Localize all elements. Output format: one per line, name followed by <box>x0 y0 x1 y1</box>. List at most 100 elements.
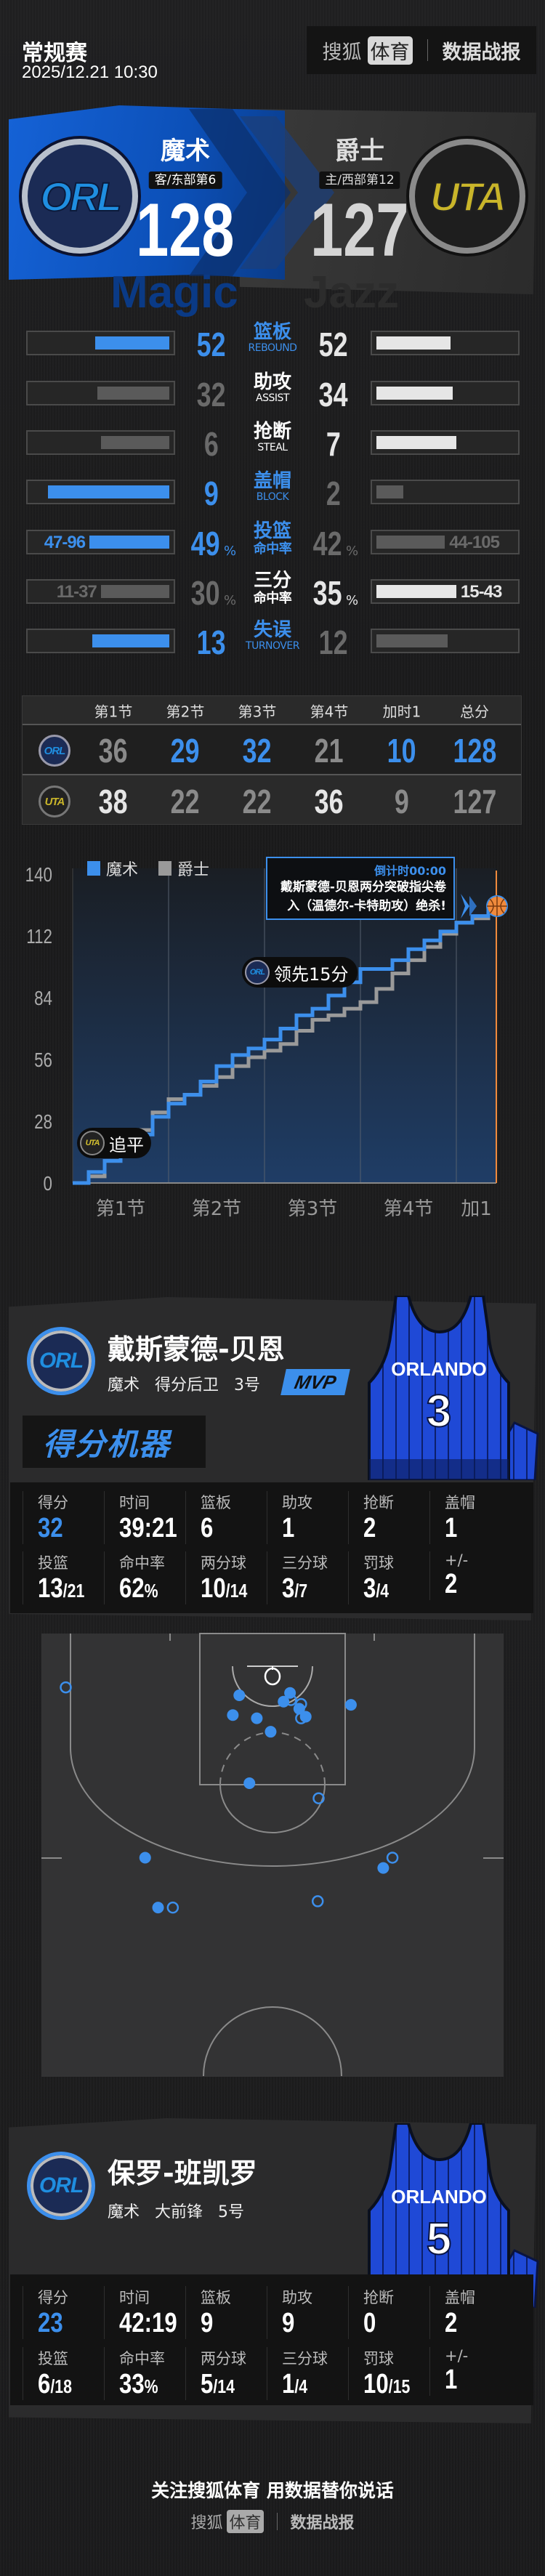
stat-row: 11-37 15-43 30% 35% 三分 命中率 <box>0 570 545 612</box>
player-stat-label: 抢断 <box>363 1494 394 1511</box>
y-tick-label: 84 <box>34 988 52 1010</box>
player-stat-value: 9 <box>282 2308 336 2339</box>
basketball-icon-lines <box>487 896 507 916</box>
mvp-badge-text: MVP <box>292 1370 339 1393</box>
player-stat-cell: 时间 42:19 <box>104 2286 185 2339</box>
player-stat-cell: 得分 32 <box>23 1491 104 1544</box>
tie-annotation-text: 追平 <box>109 1134 144 1155</box>
quarter-header: 第2节 <box>166 703 205 721</box>
player-stat-number: 2 <box>363 1513 376 1543</box>
player-stat-number: 1 <box>445 1513 458 1543</box>
quarter-header: 第3节 <box>238 703 277 721</box>
player-stat-number: 62 <box>119 1573 145 1604</box>
player-stat-cell: 盖帽 2 <box>429 2286 511 2339</box>
player-stat-number: 3 <box>282 1573 295 1604</box>
player-stat-value: 13/21 <box>38 1573 92 1604</box>
player-stat-cell: 投篮 6/18 <box>23 2347 104 2400</box>
quarter-score: 38 <box>81 782 146 821</box>
away-standing: 客/东部第6 <box>148 171 222 190</box>
stat-label-sub: 命中率 <box>253 590 292 606</box>
player-stat-value: 1 <box>445 1513 499 1544</box>
quarter-score: 127 <box>442 782 507 821</box>
x-tick-label: 第4节 <box>384 1198 434 1220</box>
player-stat-label: 命中率 <box>119 2350 165 2367</box>
missed-shot-marker <box>60 1681 72 1694</box>
player-stat-total: /14 <box>225 1580 248 1602</box>
player-stat-number: 13 <box>38 1573 63 1604</box>
home-stat-bar <box>371 430 520 455</box>
home-stat-number: 7 <box>326 425 341 463</box>
legend-swatch <box>158 861 171 876</box>
player-stat-total: % <box>144 2375 158 2397</box>
player-stat-value: 2 <box>445 1569 499 1600</box>
player1-tagline: 得分机器 <box>23 1416 206 1468</box>
percent-sign: % <box>346 593 359 608</box>
arrow-icon <box>461 894 469 918</box>
player-stat-value: 39:21 <box>119 1513 177 1544</box>
quarter-score: 21 <box>296 731 362 770</box>
player-stat-label: 两分球 <box>201 1554 246 1572</box>
player-stat-cell: 篮板 9 <box>185 2286 267 2339</box>
percent-sign: % <box>224 593 237 608</box>
stat-label: 助攻 ASSIST <box>236 372 309 404</box>
player-stat-value: 1 <box>445 2365 499 2396</box>
player-stat-cell: +/- 1 <box>429 2347 511 2396</box>
player-stat-number: 9 <box>201 2308 214 2338</box>
quarter-score-value: 36 <box>99 732 128 770</box>
uta-logo: UTA <box>80 1131 105 1155</box>
y-tick-label: 140 <box>25 864 52 887</box>
brand-divider <box>427 39 428 61</box>
player-stat-cell: 命中率 33% <box>104 2347 185 2400</box>
away-stat-bar-fill <box>100 436 169 449</box>
player1-stats-grid: 得分 32 时间 39:21 篮板 6 助攻 1 抢断 2 盖帽 1 投篮 13/21 命中率 62% 两分球 1… <box>10 1482 533 1613</box>
made-shot-marker <box>377 1862 389 1874</box>
stat-row: 32 34 助攻 ASSIST <box>0 372 545 413</box>
away-stat-bar: 47-96 <box>26 530 175 554</box>
home-stat-bar <box>371 381 520 405</box>
player-stat-total: /21 <box>62 1580 85 1602</box>
away-stat-value: 6 <box>179 424 244 464</box>
home-stat-value: 35% <box>301 573 366 613</box>
arrow-icon <box>469 896 477 916</box>
player-stat-label: 助攻 <box>282 1494 312 1511</box>
away-stat-bar <box>26 430 175 455</box>
footer-brand-report: 数据战报 <box>290 2514 355 2532</box>
stat-label-cn: 抢断 <box>253 421 291 443</box>
home-stat-bar-fill <box>376 436 456 449</box>
footer-slogan: 关注搜狐体育 用数据替你说话 <box>151 2480 394 2501</box>
player-stat-label: 投篮 <box>38 2350 68 2367</box>
orl-logo: ORL <box>245 960 270 985</box>
player1-jersey: ORLANDO 3 <box>363 1294 542 1483</box>
quarter-score-value: 127 <box>453 783 496 820</box>
percent-sign: % <box>346 544 359 559</box>
player2-stats-grid: 得分 23 时间 42:19 篮板 9 助攻 9 抢断 0 盖帽 2 投篮 6/18 命中率 33% 两分球 5/… <box>10 2274 533 2405</box>
home-stat-number: 12 <box>319 623 348 661</box>
quarter-score: 32 <box>225 731 290 770</box>
away-stat-bar-fill <box>100 585 169 598</box>
player-stat-label: 罚球 <box>363 1554 394 1572</box>
away-stat-bar-fill <box>97 387 169 400</box>
y-tick-label: 112 <box>26 926 52 948</box>
stat-label-sub: ASSIST <box>256 392 289 404</box>
quarter-score-value: 22 <box>171 783 200 820</box>
stat-label-cn: 三分 <box>253 570 291 591</box>
stat-label-cn: 投篮 <box>253 520 291 542</box>
player-stat-value: 42:19 <box>119 2308 177 2339</box>
player1-number: 3号 <box>234 1376 261 1394</box>
home-stat-number: 35 <box>312 574 342 612</box>
player1-position: 得分后卫 <box>155 1376 219 1394</box>
x-tick-label: 加1 <box>461 1198 492 1220</box>
stat-label-sub: REBOUND <box>248 342 297 354</box>
player-stat-value: 1/4 <box>282 2369 336 2400</box>
quarter-score-value: 32 <box>243 732 272 770</box>
jersey-number: 3 <box>427 1386 451 1437</box>
away-stat-value: 52 <box>179 325 244 364</box>
player-stat-label: 时间 <box>119 1494 150 1511</box>
player-stat-cell: 篮板 6 <box>185 1491 267 1544</box>
shot-chart <box>41 1633 504 2077</box>
away-stat-number: 49 <box>190 525 220 562</box>
x-tick-label: 第1节 <box>96 1198 146 1220</box>
away-stat-detail: 47-96 <box>44 533 86 552</box>
away-score: 128 <box>136 188 235 272</box>
quarter-score: 29 <box>153 731 218 770</box>
